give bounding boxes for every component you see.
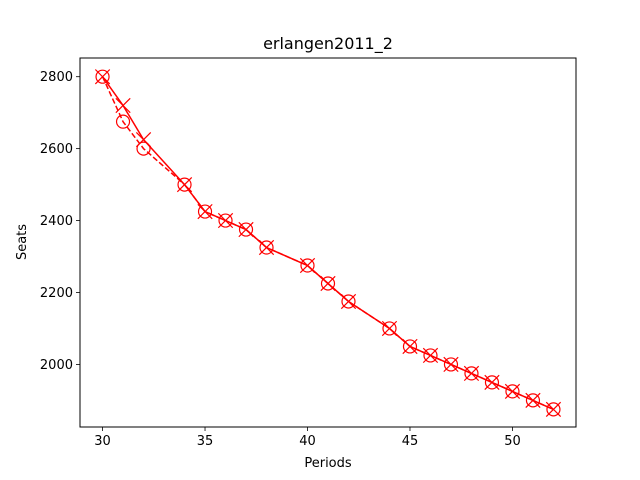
series-1-point xyxy=(484,374,500,391)
series-2-point xyxy=(218,213,233,228)
y-axis-label: Seats xyxy=(15,224,30,260)
series-2-point xyxy=(382,321,397,336)
series-2-line xyxy=(101,76,554,411)
series-1-point xyxy=(258,239,275,256)
series-2-point xyxy=(484,375,500,390)
series-1-point xyxy=(217,212,234,229)
series-1-point xyxy=(443,356,459,373)
series-2-point xyxy=(423,348,438,363)
series-1-point xyxy=(463,365,480,382)
x-tick-label: 35 xyxy=(197,434,214,449)
series-1-point xyxy=(381,320,398,337)
x-tick-label: 45 xyxy=(402,434,419,449)
y-tick-label: 2800 xyxy=(40,70,73,85)
series-1-point xyxy=(525,392,541,409)
series-1-point xyxy=(299,257,316,274)
series-2-point xyxy=(259,240,274,255)
x-tick-label: 40 xyxy=(299,434,316,449)
series-2-point xyxy=(443,357,459,372)
series-2-point xyxy=(238,222,254,237)
series-1-point xyxy=(176,176,193,193)
series-1-point xyxy=(504,383,521,400)
series-1-point xyxy=(197,203,213,220)
series-1-point xyxy=(545,401,562,418)
series-2-point xyxy=(525,393,541,408)
series-1-point xyxy=(238,221,254,238)
y-tick-label: 2000 xyxy=(40,358,73,373)
y-tick-label: 2200 xyxy=(40,286,73,301)
series-1-point xyxy=(94,69,111,85)
x-tick-label: 30 xyxy=(94,434,111,449)
series-1-point xyxy=(422,347,439,364)
series-2-point xyxy=(300,258,315,273)
y-tick-label: 2600 xyxy=(40,142,73,157)
series-1-point xyxy=(320,275,336,292)
y-tick-label: 2400 xyxy=(40,214,73,229)
chart-title: erlangen2011_2 xyxy=(263,34,393,54)
x-axis-label: Periods xyxy=(304,456,352,471)
series-2-point xyxy=(136,141,151,156)
plot-frame xyxy=(79,57,577,428)
series-2-point xyxy=(464,366,479,381)
x-tick-label: 50 xyxy=(504,434,521,449)
series-1-point xyxy=(340,293,357,310)
series-2-point xyxy=(402,339,418,354)
series-2-point xyxy=(197,204,213,219)
series-2-point xyxy=(546,402,561,417)
series-2-point xyxy=(320,276,336,291)
series-1-line xyxy=(101,76,554,411)
series-1-point xyxy=(402,338,418,355)
series-2-point xyxy=(341,294,356,309)
series-2-point xyxy=(95,69,110,84)
series-2-point xyxy=(505,384,520,399)
series-2-point xyxy=(177,177,192,192)
series-2-point xyxy=(115,114,131,129)
series-1-point xyxy=(115,97,131,114)
